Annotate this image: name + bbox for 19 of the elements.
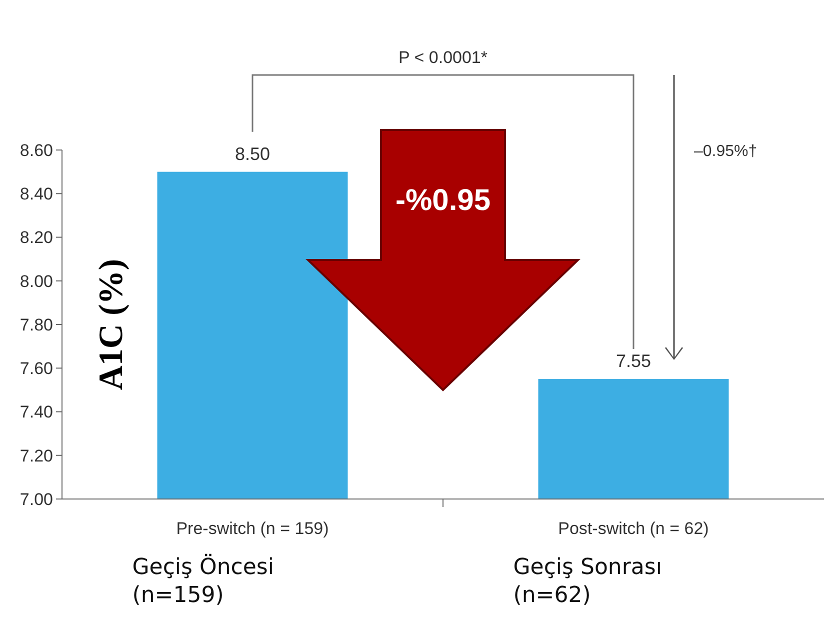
- y-tick-label: 8.00: [20, 272, 53, 291]
- y-tick-label: 8.20: [20, 228, 53, 248]
- y-tick-label: 7.40: [20, 402, 53, 422]
- text: Geçiş Sonrası (n=62): [513, 555, 662, 608]
- y-axis-title: A1C (%): [93, 258, 130, 390]
- y-tick-label: 7.80: [20, 315, 53, 334]
- y-tick-label: 8.60: [20, 140, 53, 160]
- annotation: –0.95%†: [694, 143, 758, 160]
- y-tick-label: 7.60: [20, 359, 53, 378]
- x-tick-label: Pre-switch (n = 159): [176, 519, 329, 538]
- y-tick-label: 7.20: [20, 446, 53, 466]
- text: P < 0.0001*: [398, 48, 488, 67]
- x-tick-label: Post-switch (n = 62): [558, 519, 709, 538]
- text: Geçiş Öncesi (n=159): [132, 553, 274, 608]
- y-tick-label: 7.00: [20, 490, 53, 509]
- data-label: 7.55: [616, 351, 652, 372]
- data-label: 8.50: [234, 144, 270, 164]
- annotation: -%0.95: [395, 184, 491, 217]
- y-tick-label: 8.40: [20, 184, 53, 204]
